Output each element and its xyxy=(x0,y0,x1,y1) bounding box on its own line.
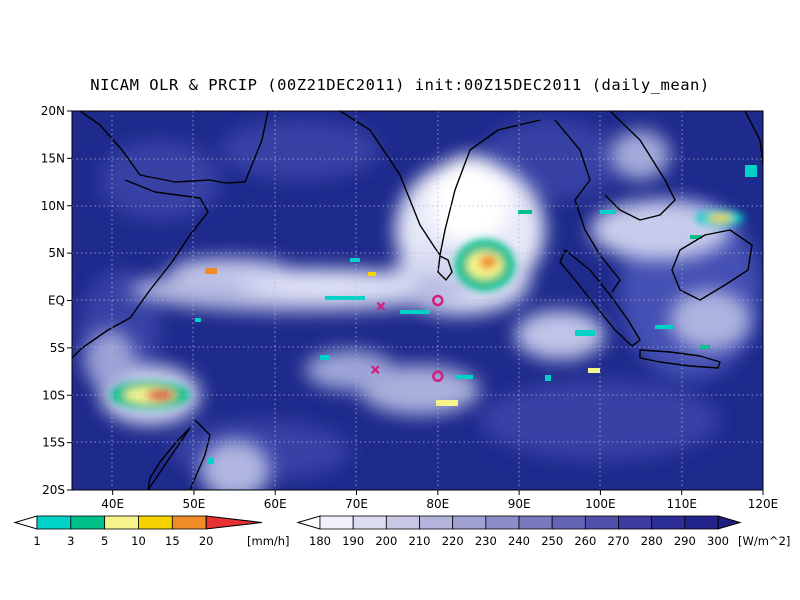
lon-axis: 40E 50E 60E 70E 80E 90E 100E 110E 120E xyxy=(101,490,778,511)
colorbar-label: 5 xyxy=(101,534,108,548)
colorbar-label: 190 xyxy=(342,534,364,548)
map-title: NICAM OLR & PRCIP (00Z21DEC2011) init:00… xyxy=(90,76,710,94)
colorbar-segment xyxy=(651,515,686,530)
colorbar-label: 10 xyxy=(131,534,146,548)
colorbar-label: 230 xyxy=(475,534,497,548)
lat-axis: 20N 15N 10N 5N EQ 5S 10S 15S 20S xyxy=(41,104,72,497)
storm-cross-marker xyxy=(370,365,380,374)
colorbar-label: 200 xyxy=(375,534,397,548)
lon-tick-label: 90E xyxy=(508,497,531,511)
colorbar-segment xyxy=(584,515,619,530)
colorbar-label: 3 xyxy=(67,534,74,548)
colorbar-segment xyxy=(551,515,586,530)
map-panel xyxy=(72,111,763,490)
colorbar-segment xyxy=(352,515,387,530)
colorbar-segment xyxy=(385,515,420,530)
colorbar-unit: [mm/h] xyxy=(247,534,290,548)
olr-colorbar: 180 190 200 210 220 230 240 250 260 270 280 290 300 [… xyxy=(296,515,790,548)
colorbar-label: 210 xyxy=(409,534,431,548)
colorbar-segment xyxy=(419,515,454,530)
colorbar-segment xyxy=(36,515,72,530)
lat-tick-label: 20S xyxy=(42,483,65,497)
colorbar-unit: [W/m^2] xyxy=(738,534,790,548)
lon-tick-label: 120E xyxy=(748,497,779,511)
colorbar-label: 260 xyxy=(574,534,596,548)
lat-tick-label: 5S xyxy=(50,341,65,355)
colorbar-segment xyxy=(171,515,207,530)
storm-markers xyxy=(370,294,444,383)
colorbar-segment xyxy=(104,515,139,530)
lat-tick-label: 15S xyxy=(42,436,65,450)
storm-circle-marker xyxy=(432,294,444,307)
colorbar-label: 300 xyxy=(707,534,729,548)
colorbar-segment xyxy=(452,515,487,530)
lon-tick-label: 50E xyxy=(183,497,206,511)
colorbar-max-arrow xyxy=(717,515,742,530)
colorbar-segment xyxy=(618,515,653,530)
lat-tick-label: 10N xyxy=(41,199,65,213)
colorbar-label: 15 xyxy=(165,534,180,548)
lat-tick-label: 5N xyxy=(48,246,65,260)
colorbar-label: 250 xyxy=(541,534,563,548)
lon-tick-label: 70E xyxy=(345,497,368,511)
colorbar-label: 1 xyxy=(33,534,40,548)
colorbar-min-arrow xyxy=(13,515,38,530)
storm-cross-marker xyxy=(376,301,386,311)
storm-circle-marker xyxy=(432,370,444,383)
colorbar-label: 290 xyxy=(674,534,696,548)
lat-tick-label: EQ xyxy=(48,294,65,308)
colorbar-label: 180 xyxy=(309,534,331,548)
colorbar-max-arrow xyxy=(205,515,263,530)
lat-tick-label: 10S xyxy=(42,388,65,402)
colorbar-min-arrow xyxy=(296,515,321,530)
colorbar-label: 20 xyxy=(199,534,214,548)
colorbar-segment xyxy=(518,515,553,530)
lat-tick-label: 20N xyxy=(41,104,65,118)
graticule xyxy=(72,111,763,490)
colorbar-label: 220 xyxy=(442,534,464,548)
coastlines xyxy=(72,111,763,490)
colorbar-segment xyxy=(319,515,354,530)
colorbar-label: 240 xyxy=(508,534,530,548)
colorbar-segment xyxy=(138,515,173,530)
lat-tick-label: 15N xyxy=(41,151,65,165)
lon-tick-label: 110E xyxy=(666,497,697,511)
precip-colorbar: 1 3 5 10 15 20 [mm/h] xyxy=(13,515,290,548)
colorbar-segment xyxy=(684,515,719,530)
colorbar-segment xyxy=(485,515,520,530)
colorbar-label: 270 xyxy=(608,534,630,548)
lon-tick-label: 60E xyxy=(264,497,287,511)
colorbar-label: 280 xyxy=(641,534,663,548)
lon-tick-label: 40E xyxy=(101,497,124,511)
lon-tick-label: 100E xyxy=(585,497,616,511)
lon-tick-label: 80E xyxy=(426,497,449,511)
colorbar-segment xyxy=(70,515,106,530)
